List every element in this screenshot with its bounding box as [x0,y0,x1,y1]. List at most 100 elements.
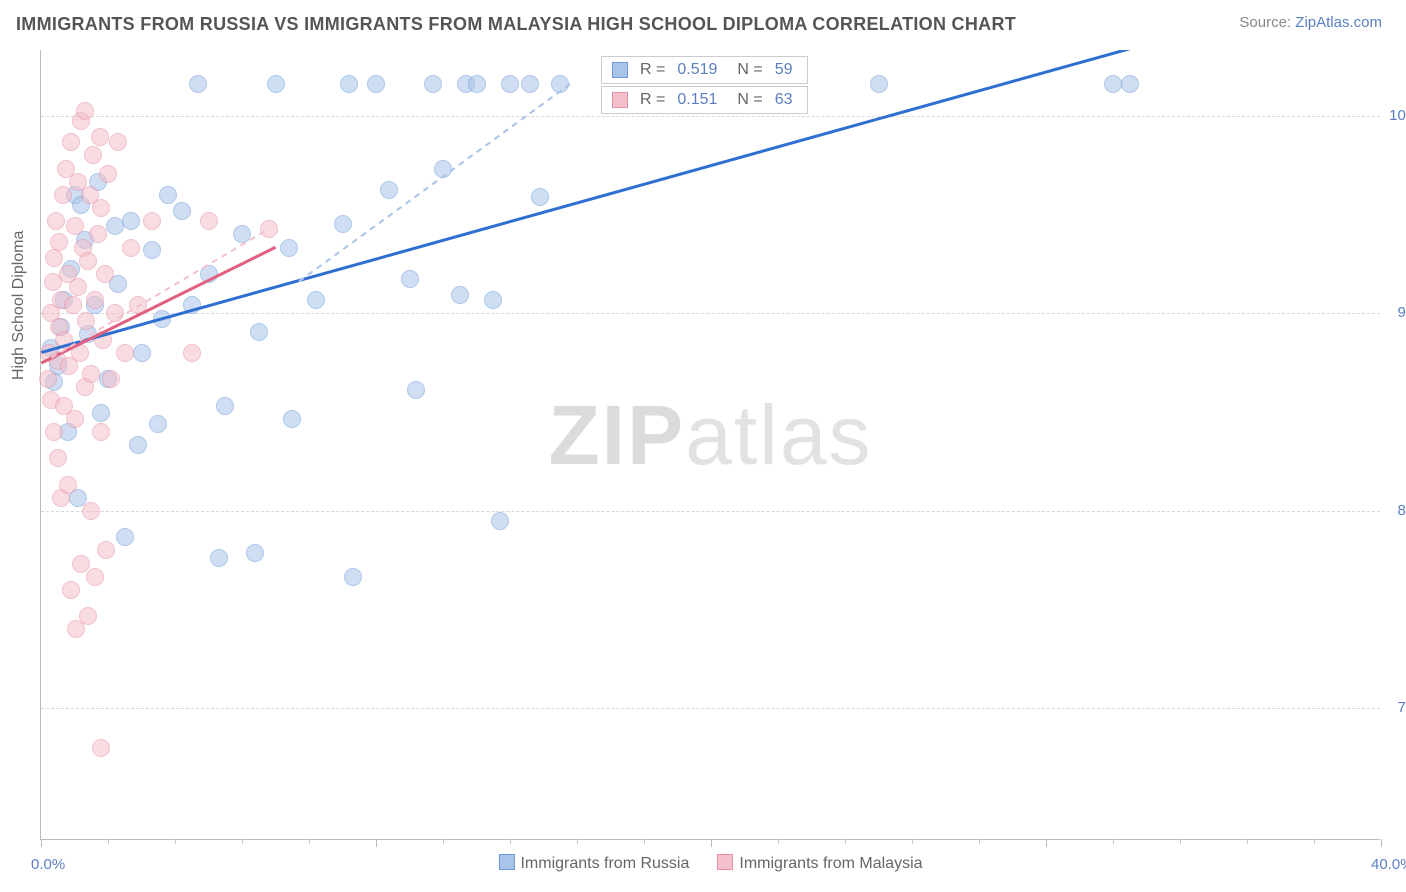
watermark-text: ZIPatlas [548,386,872,483]
x-tick-minor [1247,839,1248,844]
data-point-russia [149,415,167,433]
data-point-russia [267,75,285,93]
data-point-malaysia [47,212,65,230]
x-tick-minor [309,839,310,844]
data-point-malaysia [97,541,115,559]
x-tick-major [41,839,42,847]
data-point-russia [434,160,452,178]
data-point-malaysia [82,502,100,520]
gridline [41,313,1380,314]
data-point-malaysia [64,296,82,314]
data-point-malaysia [55,331,73,349]
source-link[interactable]: ZipAtlas.com [1295,14,1382,31]
data-point-malaysia [102,370,120,388]
data-point-malaysia [59,476,77,494]
data-point-malaysia [84,146,102,164]
data-point-malaysia [76,102,94,120]
x-tick-minor [1113,839,1114,844]
x-tick-label: 40.0% [1371,856,1406,873]
data-point-malaysia [66,410,84,428]
y-tick-label: 100.0% [1385,107,1406,124]
data-point-russia [344,568,362,586]
gridline [41,708,1380,709]
data-point-russia [380,181,398,199]
x-tick-major [1381,839,1382,847]
stats-legend-row-russia: R = 0.519N = 59 [601,56,808,84]
legend-swatch [717,854,733,870]
data-point-malaysia [260,220,278,238]
data-point-russia [1104,75,1122,93]
x-tick-minor [644,839,645,844]
x-tick-minor [242,839,243,844]
data-point-malaysia [92,739,110,757]
legend-swatch [612,62,628,78]
data-point-russia [468,75,486,93]
data-point-russia [334,215,352,233]
data-point-russia [173,202,191,220]
data-point-malaysia [69,278,87,296]
data-point-malaysia [94,331,112,349]
data-point-russia [870,75,888,93]
data-point-malaysia [91,128,109,146]
chart-plot-area: ZIPatlas 77.5%85.0%92.5%100.0%0.0%40.0%I… [40,50,1380,840]
data-point-russia [92,404,110,422]
data-point-russia [250,323,268,341]
legend-bottom: Immigrants from RussiaImmigrants from Ma… [498,854,922,873]
data-point-malaysia [116,344,134,362]
data-point-malaysia [129,296,147,314]
x-tick-minor [510,839,511,844]
data-point-russia [340,75,358,93]
data-point-russia [283,410,301,428]
data-point-russia [129,436,147,454]
gridline [41,116,1380,117]
x-tick-minor [443,839,444,844]
data-point-malaysia [106,304,124,322]
data-point-russia [401,270,419,288]
data-point-russia [122,212,140,230]
data-point-malaysia [62,581,80,599]
x-tick-major [1046,839,1047,847]
legend-item-malaysia: Immigrants from Malaysia [717,854,922,873]
data-point-russia [531,188,549,206]
data-point-russia [216,397,234,415]
x-tick-minor [912,839,913,844]
data-point-malaysia [96,265,114,283]
data-point-malaysia [66,217,84,235]
x-tick-major [376,839,377,847]
data-point-russia [210,549,228,567]
data-point-malaysia [92,423,110,441]
stats-legend-row-malaysia: R = 0.151N = 63 [601,86,808,114]
data-point-malaysia [143,212,161,230]
y-tick-label: 77.5% [1385,699,1406,716]
data-point-russia [521,75,539,93]
data-point-russia [200,265,218,283]
data-point-malaysia [45,249,63,267]
data-point-malaysia [82,365,100,383]
data-point-malaysia [86,568,104,586]
x-tick-minor [577,839,578,844]
data-point-russia [424,75,442,93]
data-point-russia [451,286,469,304]
data-point-russia [280,239,298,257]
data-point-malaysia [62,133,80,151]
x-tick-minor [778,839,779,844]
data-point-russia [307,291,325,309]
x-tick-minor [108,839,109,844]
data-point-malaysia [79,252,97,270]
data-point-malaysia [99,165,117,183]
data-point-malaysia [200,212,218,230]
data-point-malaysia [45,423,63,441]
data-point-malaysia [50,233,68,251]
data-point-russia [367,75,385,93]
y-axis-label: High School Diploma [10,231,28,380]
data-point-malaysia [109,133,127,151]
data-point-malaysia [39,370,57,388]
x-tick-label: 0.0% [31,856,65,873]
data-point-russia [551,75,569,93]
data-point-russia [159,186,177,204]
data-point-russia [233,225,251,243]
data-point-russia [183,296,201,314]
x-tick-major [711,839,712,847]
regression-lines [41,50,1380,839]
data-point-malaysia [79,607,97,625]
